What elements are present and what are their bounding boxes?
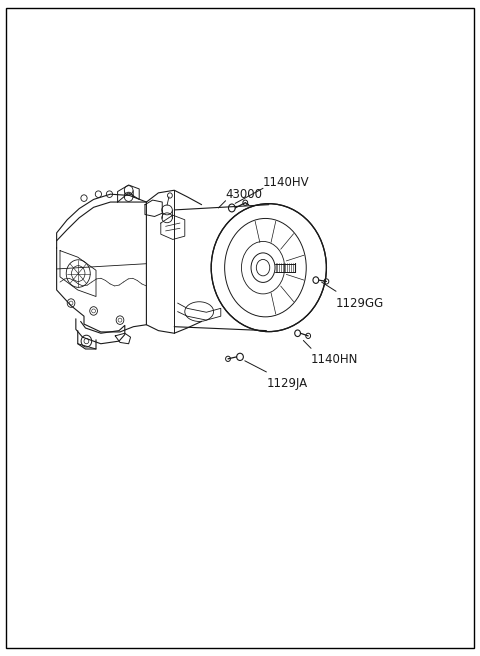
Text: 1129GG: 1129GG <box>336 297 384 310</box>
Text: 1129JA: 1129JA <box>266 377 308 390</box>
Text: 43000: 43000 <box>226 188 263 201</box>
Text: 1140HN: 1140HN <box>311 353 359 366</box>
Text: 1140HV: 1140HV <box>263 176 310 189</box>
